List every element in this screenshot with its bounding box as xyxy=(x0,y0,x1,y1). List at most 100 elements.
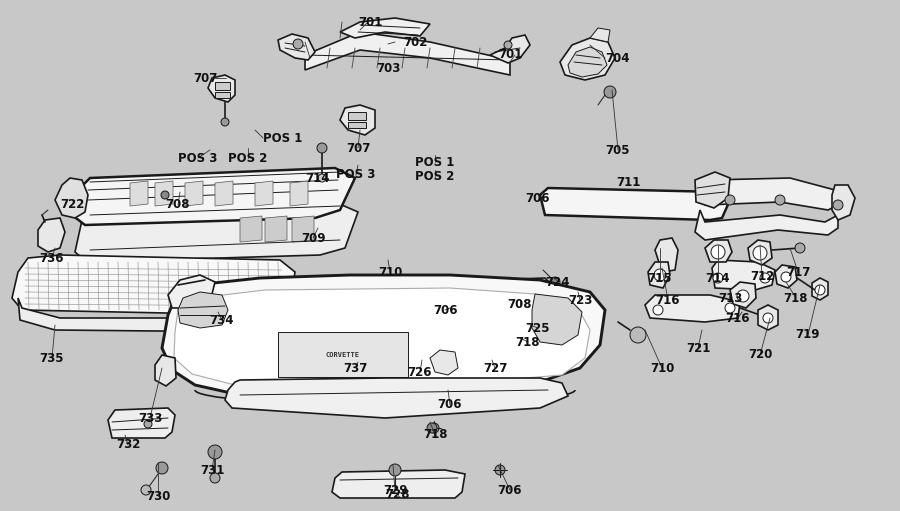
Polygon shape xyxy=(255,181,273,206)
Circle shape xyxy=(763,313,773,323)
Text: POS 1: POS 1 xyxy=(415,155,454,169)
Polygon shape xyxy=(278,34,315,60)
Circle shape xyxy=(208,445,222,459)
Circle shape xyxy=(604,86,616,98)
Bar xyxy=(348,122,366,128)
Polygon shape xyxy=(240,216,262,242)
Text: 704: 704 xyxy=(605,52,629,64)
Text: 711: 711 xyxy=(616,175,640,189)
Polygon shape xyxy=(108,408,175,438)
Text: 721: 721 xyxy=(686,341,710,355)
Text: 708: 708 xyxy=(166,198,190,212)
Circle shape xyxy=(141,485,151,495)
Text: 718: 718 xyxy=(516,336,540,349)
Polygon shape xyxy=(18,298,288,332)
Polygon shape xyxy=(155,181,173,206)
Polygon shape xyxy=(178,292,228,328)
Polygon shape xyxy=(174,288,590,385)
Text: 712: 712 xyxy=(750,269,774,283)
Text: 716: 716 xyxy=(725,312,751,324)
Polygon shape xyxy=(648,262,670,288)
Polygon shape xyxy=(208,75,235,102)
Polygon shape xyxy=(75,202,358,262)
Polygon shape xyxy=(540,188,730,220)
Circle shape xyxy=(210,473,220,483)
Polygon shape xyxy=(730,282,756,308)
Circle shape xyxy=(711,245,725,259)
Bar xyxy=(348,112,366,120)
Circle shape xyxy=(753,246,767,260)
Circle shape xyxy=(429,423,439,433)
Text: 709: 709 xyxy=(301,231,325,244)
Text: 732: 732 xyxy=(116,438,140,452)
Text: 733: 733 xyxy=(138,411,162,425)
Polygon shape xyxy=(695,210,838,240)
Text: 736: 736 xyxy=(40,251,64,265)
Text: 730: 730 xyxy=(146,490,170,502)
Text: 723: 723 xyxy=(568,293,592,307)
Text: POS 3: POS 3 xyxy=(178,151,218,165)
Circle shape xyxy=(653,305,663,315)
Circle shape xyxy=(450,305,460,315)
Circle shape xyxy=(725,303,735,313)
Text: 720: 720 xyxy=(748,349,772,361)
Polygon shape xyxy=(215,181,233,206)
Circle shape xyxy=(495,465,505,475)
Circle shape xyxy=(775,195,785,205)
Text: 706: 706 xyxy=(498,483,522,497)
Polygon shape xyxy=(812,278,828,300)
Text: 722: 722 xyxy=(59,198,85,212)
Polygon shape xyxy=(700,178,838,210)
Polygon shape xyxy=(655,238,678,272)
Text: 727: 727 xyxy=(482,361,508,375)
Text: 715: 715 xyxy=(648,271,672,285)
Circle shape xyxy=(433,287,443,297)
Text: 707: 707 xyxy=(346,142,370,154)
Circle shape xyxy=(161,191,169,199)
Polygon shape xyxy=(168,275,215,308)
Bar xyxy=(278,332,408,377)
Polygon shape xyxy=(560,38,615,80)
Circle shape xyxy=(713,273,723,283)
Polygon shape xyxy=(332,470,465,498)
Text: 713: 713 xyxy=(718,291,742,305)
Polygon shape xyxy=(340,105,375,135)
Polygon shape xyxy=(305,32,510,75)
Text: POS 1: POS 1 xyxy=(263,131,302,145)
Polygon shape xyxy=(290,181,308,206)
Polygon shape xyxy=(430,350,458,375)
Circle shape xyxy=(550,277,560,287)
Polygon shape xyxy=(265,216,287,242)
Circle shape xyxy=(504,41,512,49)
Polygon shape xyxy=(72,168,355,225)
Polygon shape xyxy=(590,28,610,42)
Text: 705: 705 xyxy=(606,144,630,156)
Text: 725: 725 xyxy=(526,321,550,335)
Circle shape xyxy=(760,273,770,283)
Circle shape xyxy=(144,420,152,428)
Polygon shape xyxy=(12,255,295,315)
Circle shape xyxy=(535,283,545,293)
Polygon shape xyxy=(832,185,855,220)
Text: 716: 716 xyxy=(656,293,680,307)
Text: 702: 702 xyxy=(403,35,427,49)
Text: 703: 703 xyxy=(376,61,400,75)
Circle shape xyxy=(505,300,515,310)
Text: 706: 706 xyxy=(433,304,457,316)
Text: 724: 724 xyxy=(545,275,571,289)
Polygon shape xyxy=(340,18,430,38)
Text: 707: 707 xyxy=(193,72,217,84)
Bar xyxy=(215,82,230,90)
Circle shape xyxy=(156,462,168,474)
Circle shape xyxy=(317,143,327,153)
Circle shape xyxy=(293,39,303,49)
Text: 729: 729 xyxy=(382,483,407,497)
Text: CORVETTE: CORVETTE xyxy=(326,352,360,358)
Text: 710: 710 xyxy=(378,266,402,278)
Polygon shape xyxy=(162,275,605,395)
Polygon shape xyxy=(225,378,568,418)
Polygon shape xyxy=(775,265,797,288)
Polygon shape xyxy=(55,178,88,218)
Polygon shape xyxy=(705,240,732,262)
Circle shape xyxy=(318,174,326,182)
